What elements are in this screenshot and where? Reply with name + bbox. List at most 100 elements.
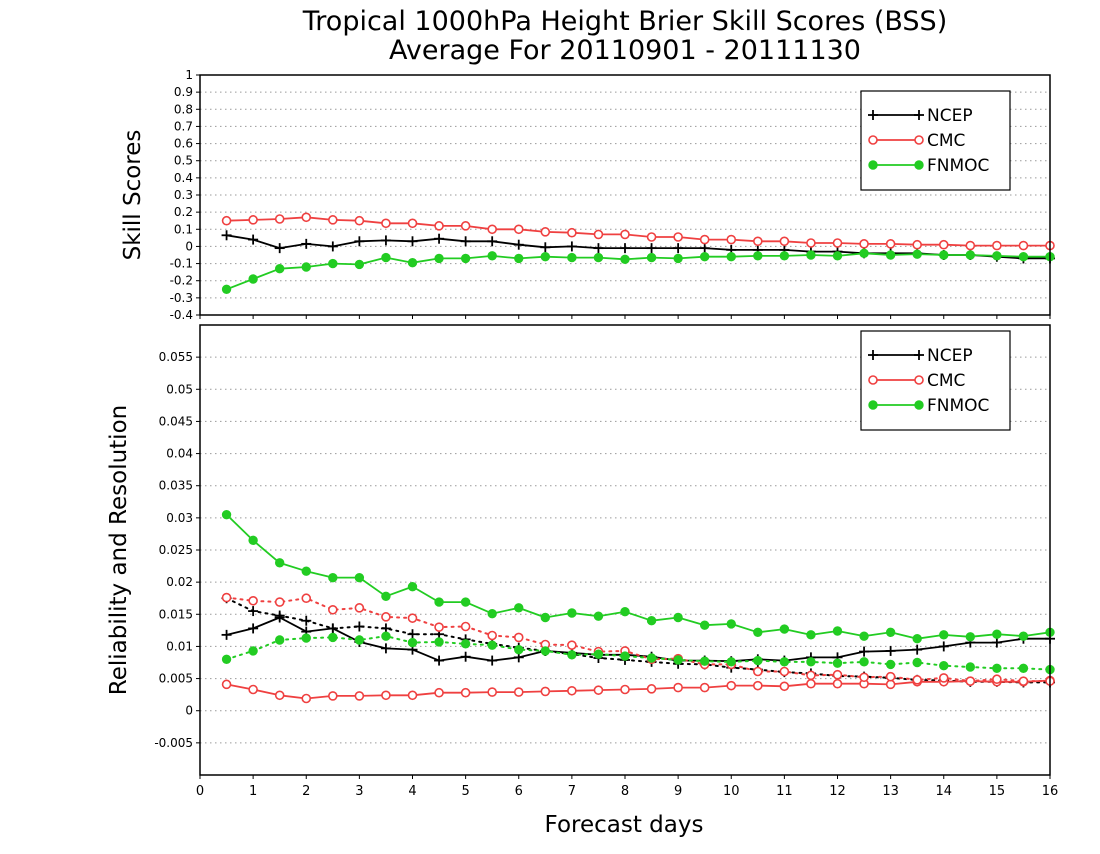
panel-2-series-cmc-resolution-point-20 <box>753 680 763 691</box>
panel-2-series-fnmoc-reliability-point-2 <box>274 635 285 645</box>
panel-1-series-fnmoc-point-30 <box>1018 252 1029 262</box>
panel-2-ytick-label-3: 0.01 <box>166 639 193 653</box>
panel-2-series-fnmoc-reliability-point-23 <box>832 658 843 668</box>
panel-2-series-fnmoc-reliability-point-9 <box>460 639 471 649</box>
panel-2-series-cmc-resolution-point-8 <box>434 687 444 698</box>
panel-2-series-cmc-resolution-point-14 <box>593 685 604 695</box>
xtick-label-10: 10 <box>723 784 740 799</box>
panel-2-series-fnmoc-resolution-point-16 <box>646 616 657 626</box>
panel-1-series-fnmoc-point-18 <box>699 252 710 262</box>
panel-1-series-fnmoc-point-29 <box>992 251 1002 261</box>
panel-2-series-cmc-resolution-line <box>226 679 1051 700</box>
panel-1-series-cmc-point-25 <box>885 239 896 249</box>
panel-2-ytick-label-5: 0.02 <box>166 575 193 589</box>
panel-2-legend: NCEP CMC FNMOC <box>860 330 1011 431</box>
panel-2-series-fnmoc-reliability <box>221 631 1055 675</box>
panel-2-series-fnmoc-resolution-point-8 <box>434 597 444 607</box>
panel-2-series-cmc-reliability-point-1 <box>248 595 258 606</box>
panel-2-series-cmc-resolution-point-17 <box>673 682 683 693</box>
panel-1-series-fnmoc-point-15 <box>620 254 630 264</box>
panel-2-series-cmc-reliability-point-8 <box>434 622 444 632</box>
panel-2-series-cmc-reliability-point-0 <box>221 592 232 603</box>
panel-1-series-cmc-point-19 <box>726 234 737 245</box>
panel-2-series-cmc-reliability-point-21 <box>779 666 790 677</box>
panel-2-series-fnmoc-resolution-point-7 <box>407 581 418 592</box>
panel-1-series-fnmoc-point-12 <box>540 252 551 262</box>
xtick-label-7: 7 <box>568 784 576 799</box>
panel-2-series-cmc-resolution-point-25 <box>885 679 896 690</box>
panel-1-series-fnmoc-point-24 <box>859 248 869 258</box>
panel-2-ytick-label-4: 0.015 <box>159 607 193 621</box>
panel-2-series-cmc-resolution-point-22 <box>806 678 816 689</box>
top-y-axis-label: Skill Scores <box>120 130 146 261</box>
panel-2-ytick-label-10: 0.045 <box>159 414 193 428</box>
panel-2-series-cmc-reliability-point-26 <box>912 675 922 685</box>
panel-1-legend-marker-a-1 <box>868 135 878 145</box>
panel-2-series-fnmoc-reliability-point-3 <box>301 633 311 643</box>
xtick-label-5: 5 <box>461 784 469 799</box>
panel-1-series-cmc-point-7 <box>407 218 418 229</box>
panel-2-series-cmc-resolution-point-16 <box>646 684 657 694</box>
panel-1-ytick-label-11: 0.7 <box>174 119 193 133</box>
panel-2-series-fnmoc-reliability-point-5 <box>354 635 365 645</box>
panel-2-series-ncep-reliability-line <box>225 597 1051 684</box>
panel-2-series-cmc-resolution-point-6 <box>381 690 391 701</box>
panel-2-series-fnmoc-resolution-point-9 <box>460 597 471 607</box>
panel-1-series-fnmoc-point-23 <box>832 251 843 261</box>
panel-2-series-fnmoc-reliability-point-22 <box>806 657 816 667</box>
panel-2-series-fnmoc-reliability-point-12 <box>540 646 551 656</box>
panel-2-series-cmc-reliability-point-30 <box>1018 676 1029 686</box>
chart-title: Tropical 1000hPa Height Brier Skill Scor… <box>302 6 947 37</box>
panel-2-series-ncep-resolution <box>221 612 1055 667</box>
panel-2-series-fnmoc-reliability-point-11 <box>514 644 524 655</box>
panel-2-series-fnmoc-reliability-point-4 <box>328 632 338 643</box>
panel-2-ytick-label-2: 0.005 <box>159 672 193 686</box>
panel-2-series-cmc-reliability-point-5 <box>354 603 365 613</box>
xtick-label-16: 16 <box>1042 784 1059 799</box>
panel-2-series-cmc-reliability-point-20 <box>753 666 763 677</box>
panel-1-ytick-label-0: -0.4 <box>170 308 193 322</box>
panel-2-legend-label-0: NCEP <box>927 346 973 366</box>
panel-2-frame <box>199 324 1051 776</box>
panel-2-series-fnmoc-reliability-point-1 <box>248 646 258 656</box>
panel-1-series-cmc-point-10 <box>487 224 497 235</box>
panel-1-series-cmc-point-17 <box>673 232 683 242</box>
panel-1-series-fnmoc-point-6 <box>381 252 391 263</box>
panel-1-series-fnmoc-point-28 <box>965 250 976 260</box>
xtick-label-8: 8 <box>621 784 629 799</box>
panel-2-series-cmc-resolution-point-13 <box>567 685 577 696</box>
panel-2-legend-marker-a-2 <box>868 400 878 410</box>
xtick-label-0: 0 <box>196 784 204 799</box>
xtick-label-14: 14 <box>935 784 952 799</box>
panel-2-series-fnmoc-reliability-point-15 <box>620 651 630 661</box>
panel-2-series-cmc-resolution-point-12 <box>540 686 551 697</box>
panel-2-series-fnmoc-resolution-point-26 <box>912 634 922 644</box>
panel-2-series-cmc-reliability-point-28 <box>965 676 976 686</box>
panel-2-series-fnmoc-reliability-point-16 <box>646 653 657 663</box>
panel-2-series-cmc-resolution-point-5 <box>354 691 365 701</box>
panel-1-legend-marker-b-2 <box>914 160 924 170</box>
panel-2-series-fnmoc-reliability-point-10 <box>487 640 497 650</box>
panel-1-series-cmc-point-20 <box>753 236 763 247</box>
panel-1-series-cmc-point-21 <box>779 236 790 247</box>
panel-2-series-cmc-resolution-point-18 <box>699 682 710 693</box>
panel-1-legend-label-0: NCEP <box>927 106 973 126</box>
panel-2-series-cmc-resolution <box>221 675 1055 704</box>
panel-2-series-cmc-reliability-point-29 <box>992 674 1002 685</box>
panel-2-series-cmc-resolution-point-3 <box>301 693 312 704</box>
panel-1-ytick-label-9: 0.5 <box>174 154 193 168</box>
panel-2-series-fnmoc-resolution-point-15 <box>620 607 630 617</box>
panel-2-series-fnmoc-reliability-point-17 <box>673 655 683 665</box>
panel-2-series-fnmoc-resolution-point-11 <box>514 603 524 613</box>
panel-2-series-cmc-reliability-point-11 <box>513 632 524 643</box>
panel-1-series-fnmoc-point-22 <box>806 250 816 260</box>
panel-1-series-fnmoc-point-9 <box>460 253 471 264</box>
panel-2-series-fnmoc-reliability-point-13 <box>567 650 577 660</box>
panel-1-legend-marker-a-2 <box>868 160 878 170</box>
panel-1-series-fnmoc-point-5 <box>354 259 365 270</box>
panel-2-series-fnmoc-resolution-point-23 <box>832 626 843 636</box>
panel-1-series-cmc-point-15 <box>620 229 630 240</box>
panel-2-series-cmc-reliability-point-10 <box>487 630 497 641</box>
panel-2-series-fnmoc-resolution-point-18 <box>699 620 710 630</box>
plot-layer: -0.4 -0.3 -0.2 -0.1 0 0.1 0.2 0.3 0.4 0.5 0.6 0.7 0.… <box>154 68 1058 799</box>
